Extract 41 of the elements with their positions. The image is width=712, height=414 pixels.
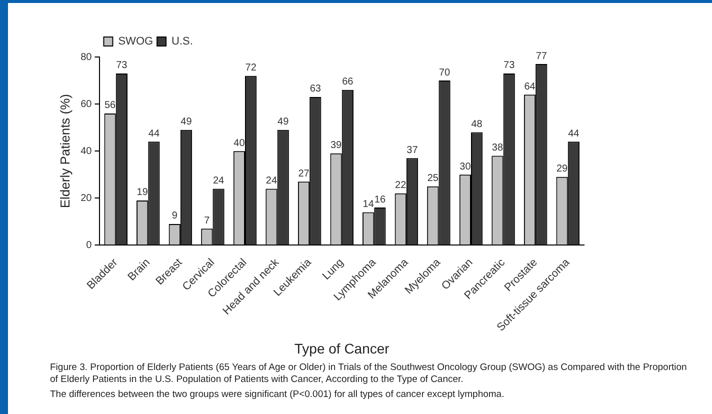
data-label: 49 bbox=[180, 116, 192, 128]
y-axis-title: Elderly Patients (%) bbox=[57, 94, 72, 208]
data-label: 19 bbox=[136, 187, 148, 198]
y-tick-label: 40 bbox=[80, 146, 92, 157]
data-label: 24 bbox=[212, 175, 225, 186]
data-label: 56 bbox=[104, 100, 116, 112]
data-label: 77 bbox=[536, 50, 548, 62]
data-label: 39 bbox=[330, 140, 342, 152]
y-tick-label: 20 bbox=[80, 192, 92, 204]
data-label: 25 bbox=[427, 173, 439, 184]
caption: Figure 3. Proportion of Elderly Patients (65 Years of Age or Older) in Trials of the Southwest Oncology Group (SWOG) as Compared with the Proportion of Elderly Patients in the U.S. Population of Patients with Cancer, According to the Type of Cancer. bbox=[50, 362, 688, 386]
data-label: 27 bbox=[298, 168, 310, 180]
y-tick-label: 80 bbox=[80, 52, 92, 63]
data-label: 40 bbox=[234, 138, 246, 149]
data-label: 37 bbox=[406, 144, 418, 156]
data-label: 16 bbox=[374, 194, 386, 206]
data-label: 72 bbox=[245, 62, 257, 74]
data-label: 73 bbox=[504, 60, 516, 72]
x-axis-title: Type of Cancer bbox=[294, 340, 390, 356]
data-label: 7 bbox=[204, 215, 210, 226]
data-label: 44 bbox=[148, 128, 160, 140]
data-label: 14 bbox=[362, 198, 374, 210]
data-label: 9 bbox=[172, 210, 178, 222]
data-label: 66 bbox=[342, 76, 354, 88]
data-label: 29 bbox=[556, 164, 568, 175]
data-label: 22 bbox=[395, 180, 407, 192]
y-tick-label: 0 bbox=[86, 240, 92, 251]
data-label: 24 bbox=[266, 175, 278, 186]
data-label: 38 bbox=[492, 142, 504, 154]
data-label: 48 bbox=[471, 119, 483, 130]
y-tick-label: 60 bbox=[80, 98, 92, 110]
text: The differences between the two groups were significant (P<0.001) for all types of cancer except lymphoma. bbox=[50, 389, 506, 401]
legend-label: SWOG bbox=[118, 36, 154, 48]
data-label: 49 bbox=[278, 116, 290, 128]
data-label: 44 bbox=[568, 128, 580, 140]
data-label: 64 bbox=[524, 81, 536, 92]
data-label: 70 bbox=[438, 67, 451, 78]
data-label: 63 bbox=[310, 84, 322, 95]
data-label: 73 bbox=[116, 60, 128, 72]
data-label: 30 bbox=[460, 161, 472, 172]
legend-label: U.S. bbox=[172, 36, 193, 48]
